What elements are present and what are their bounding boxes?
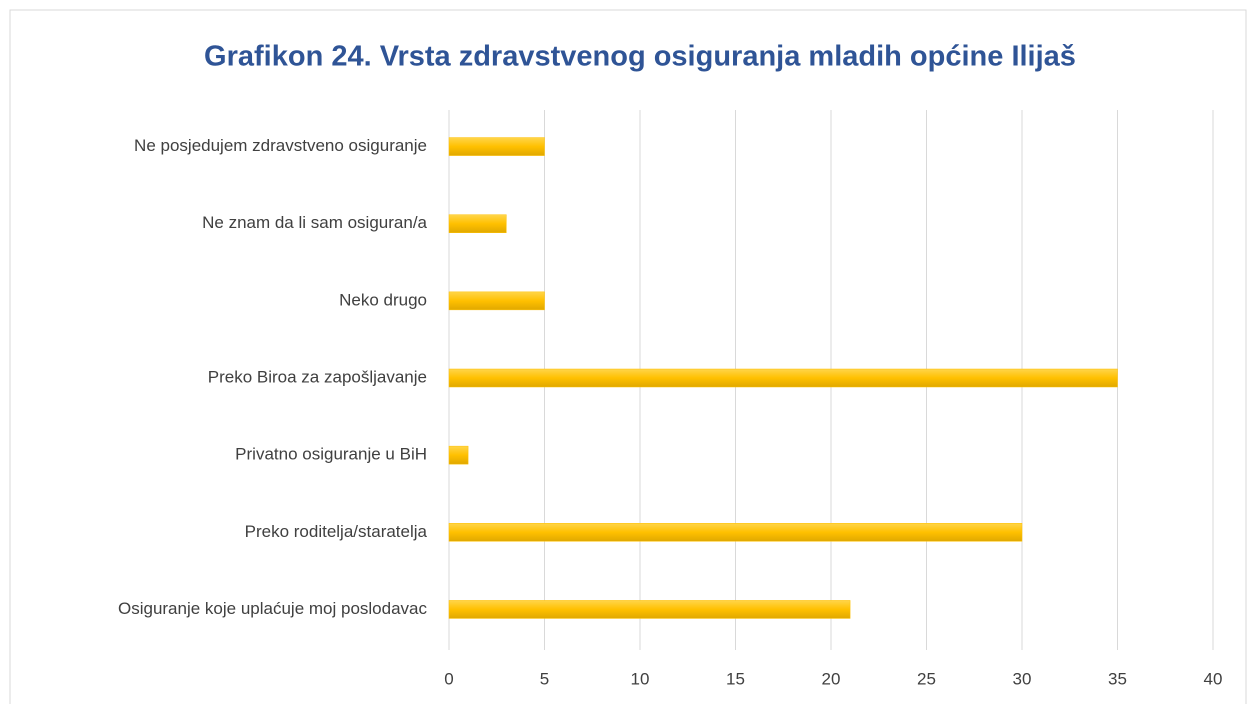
x-tick-label: 0 [444, 669, 453, 688]
bar [448, 445, 469, 465]
x-tick-label: 40 [1204, 669, 1223, 688]
bar [448, 214, 507, 233]
bar [448, 600, 851, 619]
chart-title: Grafikon 24. Vrsta zdravstvenog osiguran… [204, 41, 1076, 73]
y-tick-label: Preko Biroa za zapošljavanje [208, 367, 427, 386]
bar [448, 291, 545, 311]
y-tick-label: Ne znam da li sam osiguran/a [202, 213, 427, 232]
x-tick-label: 15 [726, 669, 745, 688]
x-tick-label: 30 [1013, 669, 1032, 688]
x-tick-label: 25 [917, 669, 936, 688]
bar [448, 368, 1118, 388]
x-tick-label: 20 [822, 669, 841, 688]
y-tick-label: Preko roditelja/staratelja [245, 522, 428, 541]
y-tick-label: Neko drugo [339, 290, 427, 309]
y-tick-label: Ne posjedujem zdravstveno osiguranje [134, 136, 427, 155]
x-tick-label: 35 [1108, 669, 1127, 688]
x-tick-label: 10 [631, 669, 650, 688]
bar [448, 137, 545, 156]
y-tick-label: Privatno osiguranje u BiH [235, 445, 427, 464]
chart-border [9, 9, 1247, 704]
y-tick-label: Osiguranje koje uplaćuje moj poslodavac [118, 599, 428, 618]
bar [448, 523, 1023, 542]
x-tick-label: 5 [540, 669, 549, 688]
